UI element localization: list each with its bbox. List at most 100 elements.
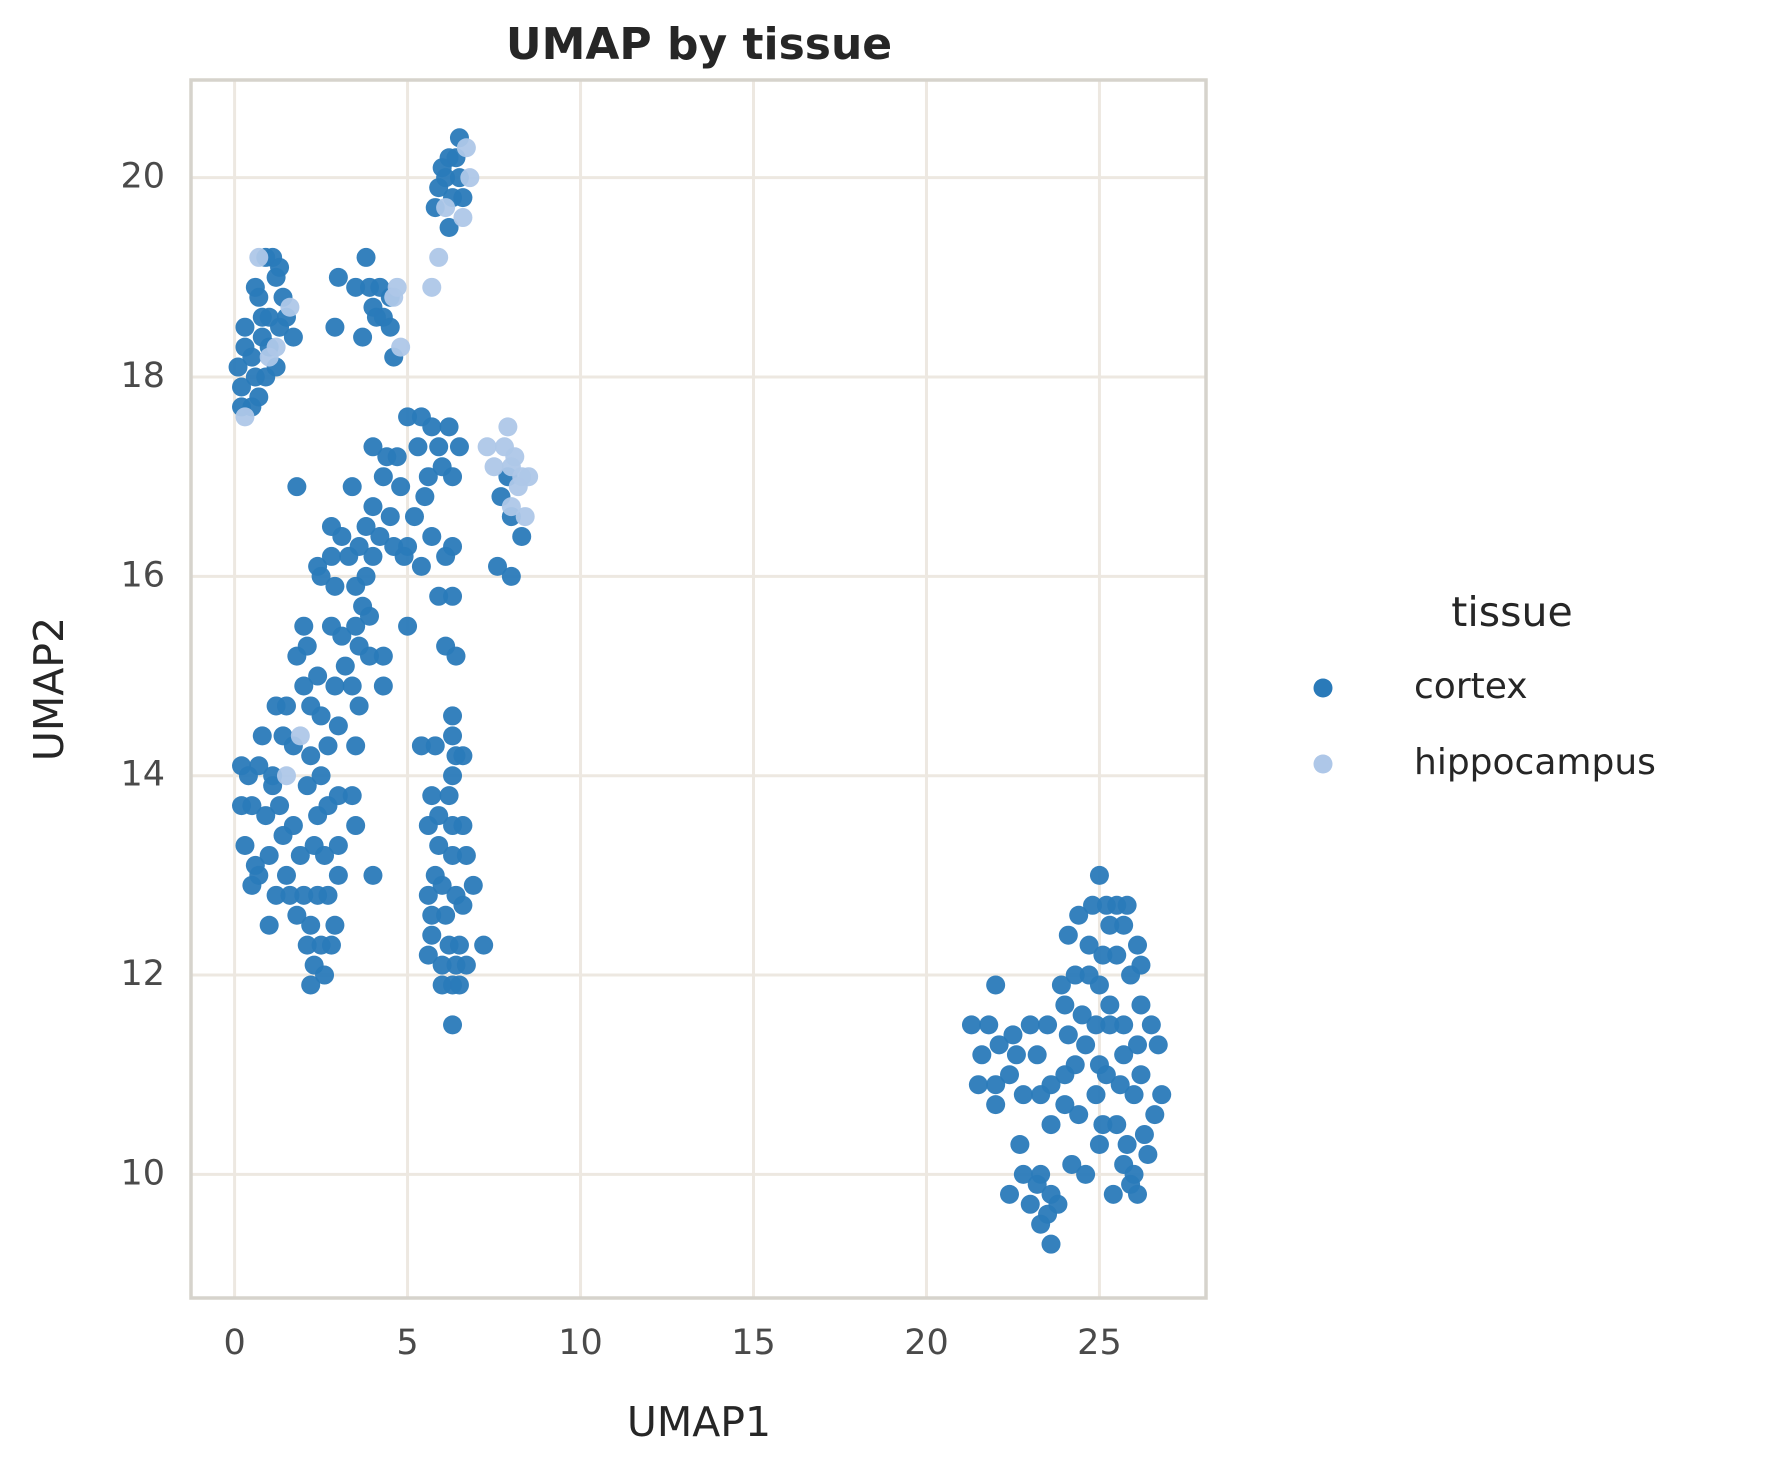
- point: [259, 915, 279, 935]
- point: [1076, 1035, 1096, 1055]
- point: [280, 297, 300, 317]
- point: [515, 507, 535, 527]
- legend-label: hippocampus: [1414, 742, 1656, 783]
- point: [986, 975, 1006, 995]
- point: [328, 267, 348, 287]
- point: [346, 616, 366, 636]
- point: [1065, 1055, 1085, 1075]
- point: [270, 796, 290, 816]
- point: [363, 497, 383, 517]
- point: [287, 905, 307, 925]
- point: [266, 885, 286, 905]
- point: [418, 467, 438, 487]
- point: [986, 1095, 1006, 1115]
- point: [436, 198, 456, 218]
- point: [290, 726, 310, 746]
- point: [1072, 1005, 1092, 1025]
- point: [294, 885, 314, 905]
- point: [280, 885, 300, 905]
- legend-title: tissue: [1451, 588, 1572, 636]
- point: [1083, 895, 1103, 915]
- point: [242, 875, 262, 895]
- point: [311, 566, 331, 586]
- point: [429, 835, 449, 855]
- point: [1065, 965, 1085, 985]
- point: [311, 706, 331, 726]
- point: [235, 835, 255, 855]
- point: [411, 556, 431, 576]
- point: [346, 277, 366, 297]
- point: [256, 806, 276, 826]
- point: [1117, 895, 1137, 915]
- point: [1131, 995, 1151, 1015]
- point: [1100, 915, 1120, 935]
- point: [477, 437, 497, 457]
- point: [1055, 995, 1075, 1015]
- point: [456, 845, 476, 865]
- legend: cortex hippocampus: [1313, 666, 1656, 783]
- point: [252, 726, 272, 746]
- point: [443, 467, 463, 487]
- point: [1128, 935, 1148, 955]
- point: [1100, 1015, 1120, 1035]
- point: [380, 317, 400, 337]
- point: [1103, 1184, 1123, 1204]
- point: [411, 736, 431, 756]
- grid: [191, 80, 1206, 1298]
- point: [315, 965, 335, 985]
- point: [346, 576, 366, 596]
- point: [1114, 1015, 1134, 1035]
- point: [422, 905, 442, 925]
- point: [353, 327, 373, 347]
- y-axis-label: UMAP2: [25, 617, 73, 761]
- point: [391, 477, 411, 497]
- point: [501, 497, 521, 517]
- point: [1051, 975, 1071, 995]
- point: [1020, 1015, 1040, 1035]
- point: [311, 766, 331, 786]
- point: [449, 975, 469, 995]
- point: [1110, 1075, 1130, 1095]
- point: [249, 756, 269, 776]
- point: [501, 566, 521, 586]
- point: [1148, 1035, 1168, 1055]
- point: [349, 696, 369, 716]
- point: [989, 1035, 1009, 1055]
- y-tick-label: 14: [120, 755, 165, 795]
- point: [276, 696, 296, 716]
- point: [1093, 945, 1113, 965]
- point: [429, 178, 449, 198]
- point: [325, 676, 345, 696]
- point: [1089, 975, 1109, 995]
- point: [1069, 1105, 1089, 1125]
- point: [318, 885, 338, 905]
- point: [384, 287, 404, 307]
- point: [1041, 1115, 1061, 1135]
- point: [1138, 1144, 1158, 1164]
- point: [1013, 1164, 1033, 1184]
- point: [432, 875, 452, 895]
- x-tick-label: 20: [904, 1323, 949, 1363]
- point: [1003, 1025, 1023, 1045]
- point: [443, 1015, 463, 1035]
- point: [1145, 1105, 1165, 1125]
- point: [276, 766, 296, 786]
- point: [474, 935, 494, 955]
- point: [373, 646, 393, 666]
- point: [449, 935, 469, 955]
- point: [1131, 1065, 1151, 1085]
- point: [1152, 1085, 1172, 1105]
- point: [1031, 1214, 1051, 1234]
- point: [418, 816, 438, 836]
- point: [1086, 1085, 1106, 1105]
- point: [1121, 965, 1141, 985]
- point: [439, 786, 459, 806]
- point: [287, 477, 307, 497]
- point: [335, 656, 355, 676]
- point: [1117, 1135, 1137, 1155]
- point: [297, 776, 317, 796]
- point: [370, 527, 390, 547]
- point: [1107, 1115, 1127, 1135]
- point: [1124, 1085, 1144, 1105]
- point: [235, 317, 255, 337]
